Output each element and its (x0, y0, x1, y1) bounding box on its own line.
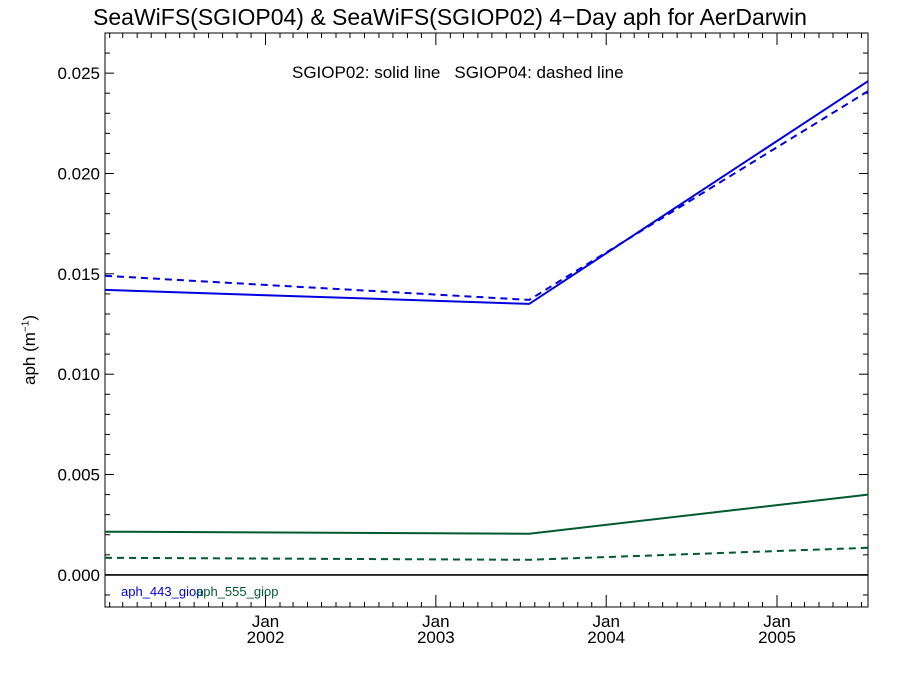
y-axis-label: aph (m−1) (20, 315, 39, 385)
x-tick-label-year: 2005 (758, 628, 796, 647)
series-line-aph_555_giop-SGIOP02 (104, 493, 869, 535)
series-line-aph_443_giop-SGIOP02 (104, 80, 869, 305)
x-tick-label-month: Jan (422, 612, 449, 631)
series-line-aph_555_giop-SGIOP04 (104, 546, 869, 561)
x-tick-label-month: Jan (592, 612, 619, 631)
solid-line-note: SGIOP02: solid line (292, 63, 441, 82)
x-tick-label-month: Jan (252, 612, 279, 631)
x-tick-label-year: 2002 (247, 628, 285, 647)
legend-item-1: aph_555_giop (196, 584, 279, 599)
line-style-annotation: SGIOP02: solid line SGIOP04: dashed line (292, 63, 624, 83)
chart-title: SeaWiFS(SGIOP04) & SeaWiFS(SGIOP02) 4−Da… (93, 4, 807, 30)
y-axis: 0.000 0.005 0.010 0.015 0.020 0.025 (57, 32, 868, 596)
x-tick-label-year: 2004 (587, 628, 625, 647)
y-tick-label: 0.000 (57, 566, 100, 585)
y-tick-label: 0.025 (57, 64, 100, 83)
y-tick-label: 0.010 (57, 365, 100, 384)
y-tick-label: 0.015 (57, 265, 100, 284)
x-tick-label-month: Jan (763, 612, 790, 631)
y-tick-label: 0.020 (57, 164, 100, 183)
y-tick-label: 0.005 (57, 466, 100, 485)
legend-item-0: aph_443_giop (121, 584, 204, 599)
plot-series (104, 80, 869, 561)
series-line-aph_443_giop-SGIOP04 (104, 90, 869, 301)
dashed-line-note: SGIOP04: dashed line (454, 63, 624, 82)
plot-frame (104, 32, 869, 608)
x-tick-label-year: 2003 (417, 628, 455, 647)
